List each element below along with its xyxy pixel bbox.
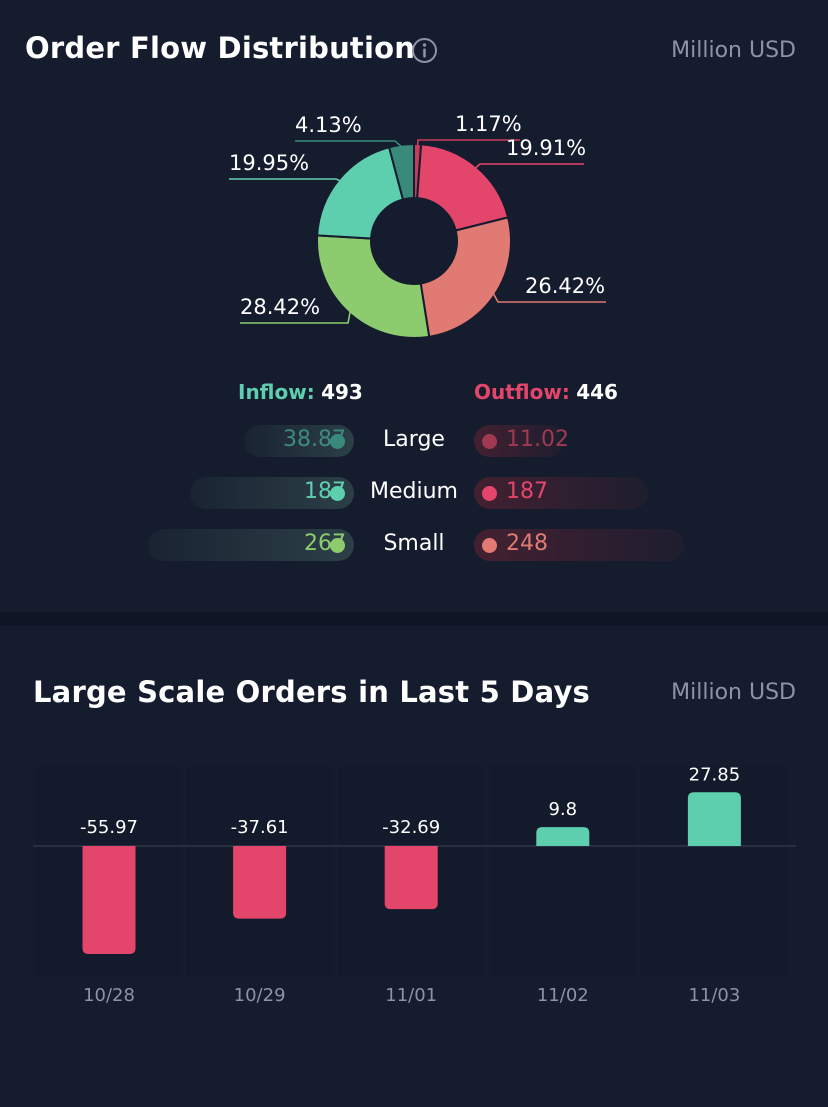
outflow-label: Outflow: — [474, 380, 570, 404]
donut-slice — [316, 146, 405, 240]
donut-slice-label: 28.42% — [240, 295, 320, 319]
inflow-dot — [330, 434, 345, 449]
order-flow-unit: Million USD — [671, 38, 796, 63]
donut-leader-line — [295, 140, 403, 148]
inflow-bar — [148, 529, 354, 561]
bar-category-label: 11/03 — [688, 985, 740, 1006]
bar — [384, 846, 438, 910]
donut-leader-line — [416, 139, 520, 147]
order-size-label: Small — [383, 531, 445, 556]
bar — [82, 846, 136, 954]
bar-category-label: 10/28 — [83, 985, 135, 1006]
bar-category-label: 11/01 — [385, 985, 437, 1006]
donut-leader-line — [240, 311, 352, 324]
donut-slice — [316, 234, 431, 339]
bar-value-label: 9.8 — [548, 799, 577, 820]
outflow-bar — [474, 477, 648, 509]
large-orders-unit: Million USD — [671, 680, 796, 705]
bar — [536, 827, 590, 846]
order-size-label: Large — [383, 427, 445, 452]
inflow-dot — [330, 538, 345, 553]
section-divider — [0, 612, 828, 626]
order-flow-title: Order Flow Distribution — [25, 31, 416, 65]
bar-column-background — [489, 766, 636, 976]
outflow-amount: 248 — [506, 531, 548, 556]
flow-row-small: 267 Small 248 — [0, 529, 828, 563]
inflow-value: 493 — [321, 380, 363, 404]
bar-category-label: 11/02 — [537, 985, 589, 1006]
bar-value-label: -55.97 — [80, 817, 138, 838]
donut-leader-line — [492, 292, 606, 303]
donut-leader-line — [474, 163, 584, 169]
bar-value-label: -32.69 — [382, 817, 440, 838]
large-orders-title: Large Scale Orders in Last 5 Days — [33, 675, 591, 709]
outflow-amount: 187 — [506, 479, 548, 504]
donut-leader-line — [229, 178, 341, 182]
inflow-bar — [190, 477, 354, 509]
outflow-bar — [474, 529, 684, 561]
order-size-label: Medium — [370, 479, 458, 504]
inflow-dot — [330, 486, 345, 501]
donut-slice — [416, 143, 510, 232]
flow-row-large: 38.87 Large 11.02 — [0, 425, 828, 459]
bar-value-label: -37.61 — [231, 817, 289, 838]
bar — [687, 792, 741, 846]
inflow-summary: Inflow: 493 — [238, 380, 363, 404]
outflow-value: 446 — [576, 380, 618, 404]
outflow-dot — [482, 538, 497, 553]
donut-slice — [387, 142, 415, 201]
large-orders-bar-chart: -55.97 10/28 -37.61 10/29 -32.69 11/01 9.8 11/0… — [33, 764, 796, 1006]
donut-slice — [419, 216, 512, 338]
outflow-dot — [482, 486, 497, 501]
donut-slice-label: 1.17% — [455, 112, 522, 136]
bar-value-label: 27.85 — [689, 764, 741, 785]
bar — [233, 846, 287, 919]
inflow-label: Inflow: — [238, 380, 315, 404]
info-circle-icon[interactable] — [411, 37, 438, 64]
outflow-summary: Outflow: 446 — [474, 380, 618, 404]
flow-row-medium: 187 Medium 187 — [0, 477, 828, 511]
outflow-amount: 11.02 — [506, 427, 569, 452]
order-flow-donut-chart: 1.17%19.91% 26.42% 28.42% 19.95% 4.13% — [229, 112, 606, 339]
donut-slice-label: 19.95% — [229, 151, 309, 175]
donut-slice-label: 26.42% — [525, 274, 605, 298]
donut-slice-label: 19.91% — [506, 136, 586, 160]
donut-slice-label: 4.13% — [295, 113, 362, 137]
outflow-dot — [482, 434, 497, 449]
bar-category-label: 10/29 — [234, 985, 286, 1006]
